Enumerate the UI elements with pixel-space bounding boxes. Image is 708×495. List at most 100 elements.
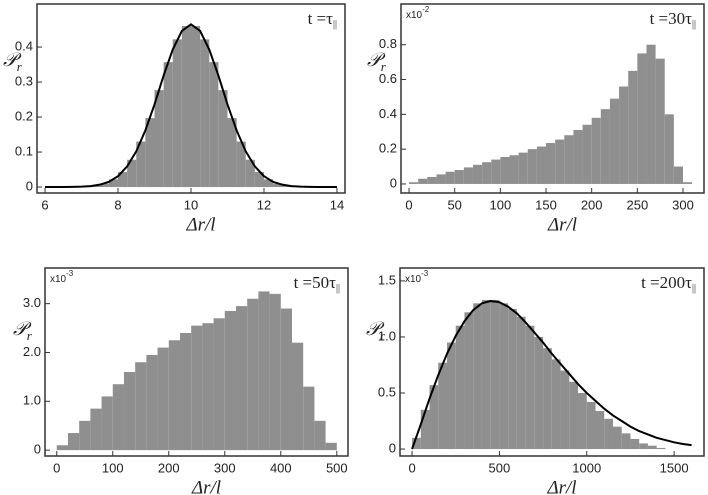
histogram-bar [108,179,119,188]
x-tick-label: 10 [184,197,198,212]
y-tick-label: 0 [26,178,33,193]
histogram-bar [518,152,528,184]
histogram-bar [621,433,631,450]
histogram-bar [534,336,544,450]
histogram-bar [481,299,491,450]
histogram-bar [263,179,274,188]
histogram-bar [586,401,596,450]
x-tick-label: 50 [447,197,461,212]
y-tick-label: 2.0 [23,344,41,359]
histogram-bar [436,174,446,184]
y-tick-label: 0.2 [379,141,397,156]
y-tick-label: 0 [390,175,397,190]
histogram-bar [280,308,292,451]
histogram-bar [600,109,610,184]
x-tick-label: 0 [405,197,412,212]
histogram-bar [455,325,465,450]
histogram-bar [418,178,428,184]
annotation: t =200τ|| [641,273,696,294]
histogram-bar [101,396,113,451]
histogram-bar [578,392,587,450]
axis-multiplier: x10-3 [50,269,74,285]
histogram-bar [546,143,556,184]
y-axis-label-sub: r [27,328,33,343]
histogram-bar [67,433,80,451]
histogram-bar [609,98,620,184]
histogram-bar [647,445,657,450]
histogram-bar [191,325,203,451]
histogram-bar [247,298,259,451]
histogram-bar [656,447,666,450]
histogram-bar [163,62,173,188]
histogram-bar [429,385,439,450]
histogram-bar [509,155,519,184]
x-tick-label: 1500 [660,460,689,475]
plot-frame [399,267,705,457]
y-tick-label: 0 [34,442,41,457]
histogram-bar [472,164,483,184]
histogram-bar [227,118,237,188]
fit-curve [45,23,337,189]
x-tick-label: 100 [490,197,512,212]
histogram-bar [573,130,583,184]
x-tick-label: 100 [102,460,124,475]
annotation-main: t =30τ [650,9,693,28]
histogram-bar [682,182,693,184]
histogram-bar [499,303,509,450]
histogram-bar [127,159,137,188]
histogram-bar [508,308,517,450]
y-tick-label: 0.6 [379,71,397,86]
histogram-bar [527,149,537,184]
histogram-bar [463,167,473,184]
histogram-bar [630,438,640,450]
histogram-bar [409,182,419,184]
axis-multiplier: x10-2 [406,5,430,21]
histogram-bar [582,124,592,184]
histogram-bar [473,303,482,450]
annotation: t =30τ|| [650,9,696,30]
x-tick-label: 200 [581,197,603,212]
histogram-bar [482,162,492,184]
x-tick-label: 6 [41,197,48,212]
x-tick-label: 500 [489,460,511,475]
histogram-bar [525,325,535,450]
multiplier-exp: -2 [422,5,430,14]
x-tick-label: 500 [326,460,348,475]
plot-frame [44,267,349,457]
y-tick-label: 0.4 [15,38,33,53]
histogram-bar [446,342,456,450]
y-tick-label: 0.2 [15,108,33,123]
histogram-bar [604,418,613,450]
y-tick-label: 0 [389,440,396,455]
y-axis-label-sub: r [17,59,23,74]
histogram-bar [536,146,547,184]
axis-multiplier: x10-3 [405,269,429,285]
histogram-bar [224,310,236,451]
histogram-bar [269,293,281,451]
histogram-bar [500,156,510,184]
histogram-bar [464,312,474,450]
multiplier-exp: -3 [66,269,74,278]
histogram-bar [179,332,192,451]
histogram-bar [191,26,201,188]
annotation-sub: || [333,19,337,30]
histogram-bar [154,90,164,188]
x-tick-label: 8 [114,197,121,212]
histogram-bar [595,410,605,450]
multiplier-base: x10 [405,274,422,285]
histogram-bar [314,420,326,451]
histogram-bar [145,118,155,188]
x-tick-label: 150 [535,197,557,212]
histogram-bar [619,86,629,184]
histogram-bar [612,426,622,450]
histogram-bar [543,348,552,450]
histogram-bar [168,340,180,451]
histogram-bar [639,443,648,450]
histogram-bar [235,306,248,451]
y-tick-label: 0.8 [379,36,397,51]
histogram-bar [56,445,68,451]
histogram-bar [213,318,225,451]
histogram-bar [569,381,579,450]
histogram-bar [646,44,656,184]
